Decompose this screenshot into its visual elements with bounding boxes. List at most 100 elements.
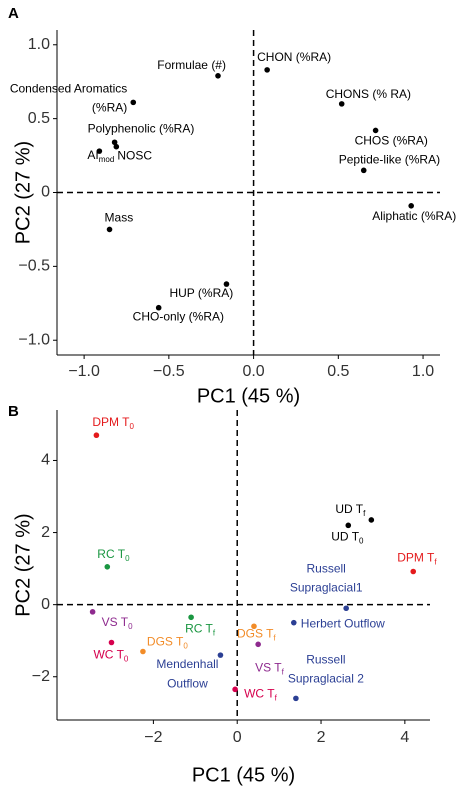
point bbox=[89, 609, 96, 615]
y-tick-label: 2 bbox=[41, 524, 50, 541]
point-label: AImod bbox=[87, 148, 114, 164]
point-label-text: Formulae (#) bbox=[157, 58, 226, 72]
y-tick-label: 4 bbox=[41, 452, 50, 469]
point-label: Mendenhall bbox=[156, 657, 218, 671]
point-label-sub: 0 bbox=[128, 622, 133, 631]
point bbox=[96, 148, 103, 154]
x-tick-label: 0 bbox=[233, 729, 242, 746]
y-axis-title: PC2 (27 %) bbox=[12, 513, 34, 616]
point-label-text: CHON (%RA) bbox=[257, 50, 331, 64]
point bbox=[217, 652, 224, 658]
point-label-line2: Supraglacial1 bbox=[290, 580, 363, 594]
point bbox=[345, 522, 352, 529]
point-label: UD T0 bbox=[331, 530, 364, 546]
x-tick-label: −1.0 bbox=[68, 363, 100, 380]
point-label-text: CHO-only (%RA) bbox=[133, 310, 224, 324]
point bbox=[293, 695, 299, 702]
x-tick-label: −0.5 bbox=[153, 363, 185, 380]
point-label-text: RC T bbox=[185, 621, 213, 635]
point-label-sub: 0 bbox=[359, 536, 364, 545]
point bbox=[106, 226, 113, 233]
point bbox=[188, 614, 194, 621]
x-tick-label: 0.5 bbox=[327, 363, 349, 380]
point-label-line2: (%RA) bbox=[92, 101, 127, 115]
point-label: DPM T0 bbox=[92, 415, 134, 431]
point bbox=[130, 99, 137, 106]
point-label: NOSC bbox=[117, 149, 152, 163]
point-label-text: RC T bbox=[97, 547, 125, 561]
point-label-text: UD T bbox=[331, 530, 359, 544]
x-tick-label: 1.0 bbox=[412, 363, 434, 380]
point-label: CHOS (%RA) bbox=[355, 134, 428, 148]
point-label: VS Tf bbox=[255, 660, 284, 676]
point bbox=[111, 139, 118, 146]
point-label: Herbert Outflow bbox=[301, 617, 385, 631]
point-label-sub: 0 bbox=[125, 554, 130, 563]
x-tick-label: −2 bbox=[144, 729, 162, 746]
point-label: RC T0 bbox=[97, 547, 130, 563]
point-label: Formulae (#) bbox=[157, 58, 226, 72]
point-label-text: WC T bbox=[244, 687, 275, 701]
point-label-text: Mass bbox=[105, 211, 134, 225]
point-label: Aliphatic (%RA) bbox=[372, 209, 456, 223]
point bbox=[215, 72, 221, 79]
point-label: Russell bbox=[306, 653, 345, 667]
point-label: CHO-only (%RA) bbox=[133, 310, 224, 324]
point-label: WC Tf bbox=[244, 687, 277, 703]
x-tick-label: 2 bbox=[317, 729, 326, 746]
x-axis-title: PC1 (45 %) bbox=[192, 764, 295, 786]
point-label-text: NOSC bbox=[117, 149, 152, 163]
point-label: HUP (%RA) bbox=[169, 286, 233, 300]
point bbox=[108, 639, 115, 646]
y-tick-label: 1.0 bbox=[28, 36, 50, 53]
point-label: DGS T0 bbox=[147, 635, 188, 651]
point bbox=[104, 564, 111, 570]
point-label-text: AI bbox=[87, 148, 98, 162]
panel-label: A bbox=[8, 5, 19, 22]
point-label-text: CHOS (%RA) bbox=[355, 134, 428, 148]
point bbox=[343, 605, 349, 612]
point-label: Condensed Aromatics bbox=[10, 82, 127, 96]
point-label-sub: f bbox=[434, 558, 437, 567]
point-label-sub: 0 bbox=[183, 642, 188, 651]
point-label-text: CHONS (% RA) bbox=[326, 87, 411, 101]
point-label-text: VS T bbox=[255, 660, 282, 674]
point-label-line2: Supraglacial 2 bbox=[288, 672, 364, 686]
y-tick-label: −0.5 bbox=[18, 258, 50, 275]
point-label-text: DGS T bbox=[147, 635, 184, 649]
point bbox=[251, 623, 257, 630]
point bbox=[372, 127, 379, 134]
point-label: Polyphenolic (%RA) bbox=[88, 121, 195, 135]
point-label: WC T0 bbox=[93, 648, 128, 664]
point-label-line2: Outflow bbox=[167, 676, 208, 690]
y-tick-label: 0 bbox=[41, 184, 50, 201]
y-axis-title: PC2 (27 %) bbox=[12, 141, 34, 244]
point-label: RC Tf bbox=[185, 621, 216, 637]
point-label-sub: f bbox=[213, 628, 216, 637]
point bbox=[290, 619, 297, 626]
point bbox=[338, 101, 345, 107]
point bbox=[264, 67, 270, 73]
point-label: Peptide-like (%RA) bbox=[339, 153, 440, 167]
point-label-text: WC T bbox=[93, 648, 124, 662]
point-label-sub: f bbox=[363, 509, 366, 518]
point-label-text: Russell bbox=[306, 653, 345, 667]
y-tick-label: −2 bbox=[32, 668, 50, 685]
point bbox=[360, 167, 367, 174]
y-tick-label: 0 bbox=[41, 596, 50, 613]
point bbox=[368, 517, 375, 523]
x-axis-title: PC1 (45 %) bbox=[197, 385, 300, 407]
point-label-text: Mendenhall bbox=[156, 657, 218, 671]
point-label-text: HUP (%RA) bbox=[169, 286, 233, 300]
point bbox=[155, 304, 162, 311]
point-label-text: UD T bbox=[335, 502, 363, 516]
panel-label: B bbox=[8, 403, 19, 420]
y-tick-label: −1.0 bbox=[18, 331, 50, 348]
point-label-text: DGS T bbox=[237, 626, 274, 640]
y-tick-label: 0.5 bbox=[28, 110, 50, 127]
point bbox=[232, 686, 238, 693]
point-label: DPM Tf bbox=[397, 551, 437, 567]
point-label: Russell bbox=[307, 561, 346, 575]
